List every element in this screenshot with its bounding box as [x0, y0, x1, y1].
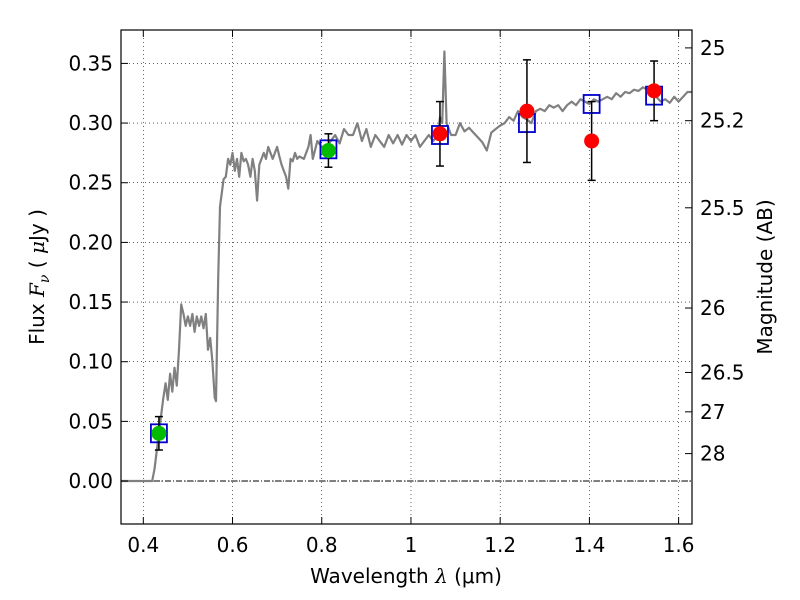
y-axis-title-mu: μ — [25, 241, 49, 254]
y2-tick-label: 25.5 — [700, 196, 745, 220]
y2-tick-label: 26 — [700, 296, 725, 320]
y-tick-label: 0.25 — [68, 171, 113, 195]
observed-point — [151, 425, 167, 441]
y-tick-label: 0.30 — [68, 111, 113, 135]
y2-tick-label: 27 — [700, 400, 725, 424]
y-axis-title-open: ( — [25, 254, 49, 275]
axes: 0.4 0.6 0.8 1 1.2 1.4 1.6 0.00 0.05 0.10 0.15 0.20 0… — [68, 30, 745, 557]
y2-tick-label: 25.2 — [700, 109, 745, 133]
observed-point — [320, 143, 336, 159]
model-spectrum-line — [121, 50, 692, 483]
y2-tick-label: 28 — [700, 442, 725, 466]
x-tick-label: 0.4 — [127, 533, 159, 557]
y2-axis-title: Magnitude (AB) — [753, 199, 777, 354]
observed-point — [519, 103, 535, 119]
y-tick-label: 0.10 — [68, 350, 113, 374]
x-tick-label: 0.6 — [217, 533, 249, 557]
y-axis-title-symbol: F — [25, 282, 49, 298]
x-axis-title-unit: (μm) — [448, 564, 502, 588]
y2-tick-label: 25 — [700, 36, 725, 60]
y-axis-title-subscript: ν — [37, 274, 53, 283]
y-axis-title: Flux Fν ( μJy ) — [25, 209, 53, 345]
y-tick-label: 0.05 — [68, 409, 113, 433]
x-axis-title: Wavelength λ (μm) — [310, 564, 502, 588]
observed-point — [584, 133, 600, 149]
series — [121, 50, 692, 483]
observed-point — [432, 126, 448, 142]
x-tick-label: 1 — [405, 533, 418, 557]
x-tick-label: 1.2 — [484, 533, 516, 557]
y-tick-label: 0.35 — [68, 51, 113, 75]
y-tick-label: 0.15 — [68, 290, 113, 314]
plot-frame — [120, 29, 693, 525]
y-axis-title-unit: Jy ) — [25, 209, 49, 243]
y-axis-title-prefix: Flux — [25, 297, 49, 345]
y2-tick-label: 26.5 — [700, 360, 745, 384]
observed-point — [646, 83, 662, 99]
x-axis-title-symbol: λ — [434, 564, 448, 588]
x-tick-label: 0.8 — [306, 533, 338, 557]
y-tick-label: 0.00 — [68, 469, 113, 493]
x-tick-label: 1.4 — [573, 533, 605, 557]
y-tick-label: 0.20 — [68, 230, 113, 254]
x-axis-title-prefix: Wavelength — [310, 564, 435, 588]
x-tick-label: 1.6 — [663, 533, 695, 557]
grid — [121, 30, 692, 524]
